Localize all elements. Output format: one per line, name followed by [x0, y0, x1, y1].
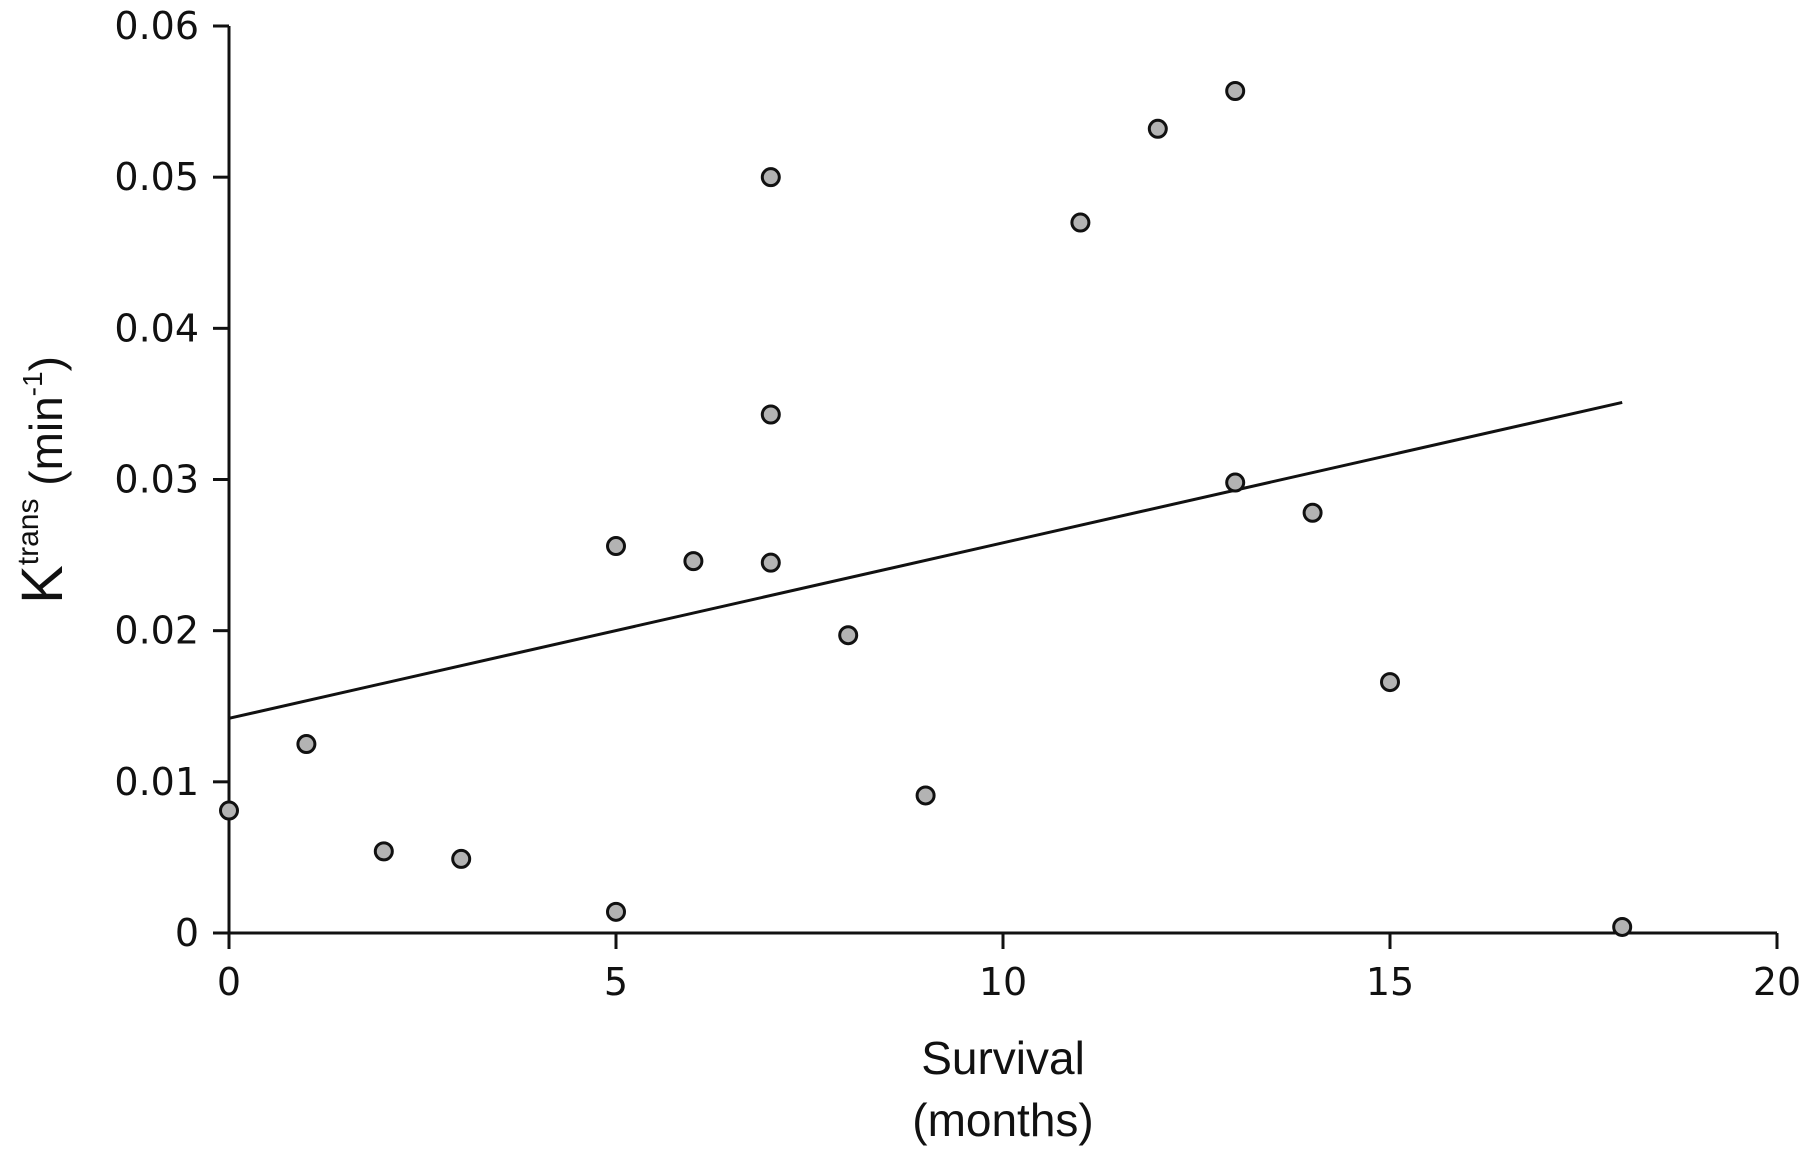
data-point — [1612, 916, 1633, 937]
y-axis: 0 0.01 0.02 0.03 0.04 0.05 0.06 — [114, 4, 231, 955]
x-tick-label: 20 — [1753, 960, 1800, 1004]
y-tick-label: 0.04 — [114, 306, 199, 350]
x-tick-label: 5 — [604, 960, 628, 1004]
x-tick-label: 0 — [217, 960, 241, 1004]
data-point — [1302, 502, 1323, 523]
y-axis-title-unit-close: ) — [20, 356, 72, 371]
y-axis-title-unit-open: (min — [20, 396, 72, 498]
trendline-group — [228, 400, 1623, 720]
y-tick-label: 0.05 — [114, 155, 199, 199]
y-tick-label: 0 — [175, 911, 199, 955]
data-point — [296, 734, 317, 755]
data-point — [373, 841, 394, 862]
data-point — [760, 167, 781, 188]
data-points — [219, 81, 1633, 937]
y-axis-title-main: K — [10, 565, 75, 604]
y-tick-label: 0.06 — [114, 4, 199, 48]
y-tick-label: 0.02 — [114, 609, 199, 653]
data-point — [1070, 212, 1091, 233]
data-point — [760, 552, 781, 573]
x-axis: 0 5 10 15 20 — [217, 931, 1800, 1004]
x-tick-label: 10 — [979, 960, 1027, 1004]
data-point — [606, 536, 626, 557]
y-axis-title-unit-sup: -1 — [17, 371, 48, 396]
data-point — [1147, 118, 1168, 139]
x-axis-title-line2: (months) — [912, 1094, 1093, 1146]
data-point — [915, 785, 936, 806]
y-axis-title-sup: trans — [12, 499, 45, 566]
data-point — [1380, 672, 1400, 693]
x-axis-title-line1: Survival — [921, 1032, 1085, 1084]
y-axis-title: Ktrans (min-1) — [10, 356, 75, 604]
data-point — [606, 901, 626, 922]
y-tick-label: 0.01 — [114, 760, 199, 804]
trendline — [228, 400, 1623, 720]
data-point — [838, 625, 859, 646]
x-tick-label: 15 — [1366, 960, 1414, 1004]
data-point — [683, 551, 704, 572]
data-point — [760, 404, 781, 425]
data-point — [1225, 472, 1246, 493]
data-point — [1225, 81, 1246, 102]
y-tick-label: 0.03 — [114, 458, 199, 502]
data-point — [219, 800, 239, 821]
data-point — [451, 848, 472, 869]
